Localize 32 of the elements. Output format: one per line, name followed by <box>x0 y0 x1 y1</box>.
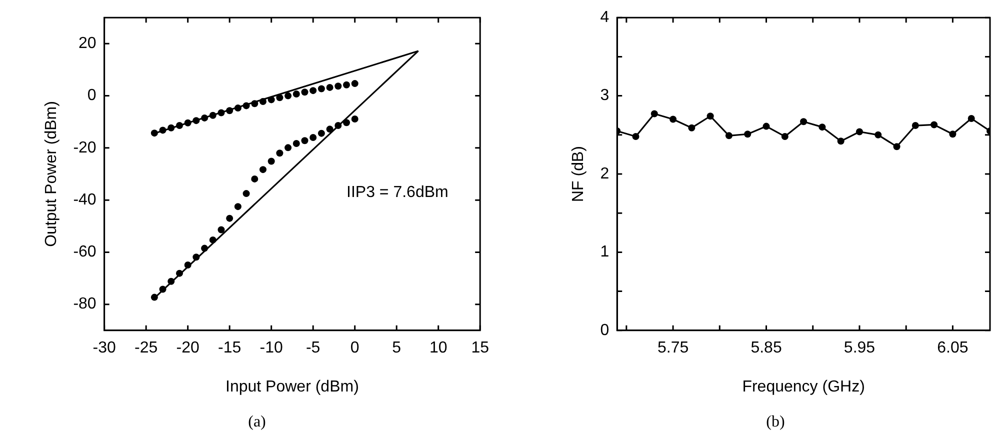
text: (b) <box>766 414 785 431</box>
x-axis-title: Frequency (GHz) <box>742 378 865 396</box>
x-tick-label: 6.05 <box>937 339 968 356</box>
y-tick-label: 0 <box>87 87 96 104</box>
x-tick-label: -20 <box>176 339 200 356</box>
y-tick-label: -80 <box>73 296 96 313</box>
y-tick-label: 4 <box>600 9 610 26</box>
y-tick-label: -40 <box>73 191 96 208</box>
x-tick-label: 5.75 <box>657 339 689 356</box>
y-tick-label: 1 <box>600 244 610 261</box>
annotation: IIP3 = 7.6dBm <box>346 184 448 202</box>
x-tick-label: 5.85 <box>750 339 782 356</box>
x-tick-label: 10 <box>429 339 448 356</box>
y-axis-title: NF (dB) <box>570 146 588 202</box>
x-tick-label: 5.95 <box>844 339 876 356</box>
x-tick-label: 5 <box>392 339 402 356</box>
text: (a) <box>248 414 266 431</box>
x-tick-label: -25 <box>134 339 158 356</box>
x-tick-label: -30 <box>92 339 116 356</box>
y-tick-label: 3 <box>600 87 610 104</box>
y-tick-label: -60 <box>73 244 96 261</box>
y-tick-label: 2 <box>600 165 610 182</box>
x-axis-title: Input Power (dBm) <box>226 378 359 396</box>
x-tick-label: -15 <box>218 339 242 356</box>
y-tick-label: 0 <box>600 322 610 339</box>
x-tick-label: 0 <box>350 339 360 356</box>
y-tick-label: 20 <box>78 35 96 52</box>
y-tick-label: -20 <box>73 139 96 156</box>
x-tick-label: 15 <box>471 339 490 356</box>
x-tick-label: -5 <box>306 339 320 356</box>
y-axis-title: Output Power (dBm) <box>43 101 60 247</box>
x-tick-label: -10 <box>260 339 283 356</box>
